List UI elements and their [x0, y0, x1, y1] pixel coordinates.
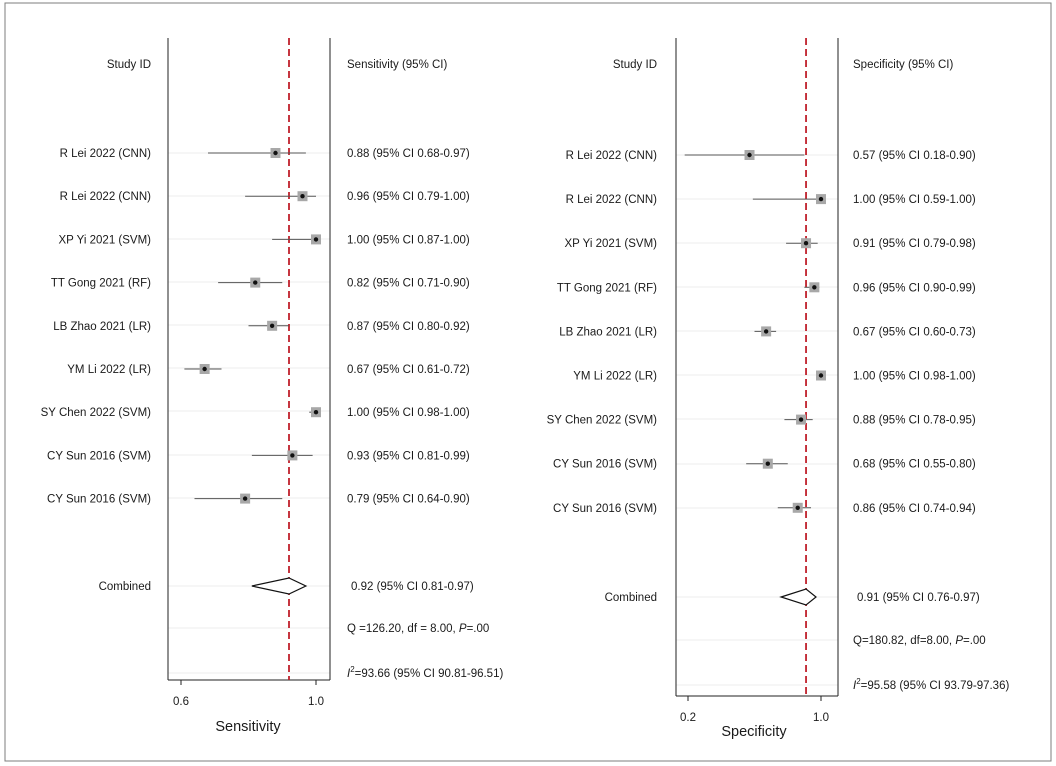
spec-combined-label: Combined [605, 592, 657, 604]
sens-estimate-dot [300, 194, 305, 199]
sens-estimate-dot [242, 496, 248, 501]
sens-combined-diamond [251, 577, 308, 595]
sens-study-label: R Lei 2022 (CNN) [60, 191, 152, 203]
sens-estimate-dot [202, 366, 207, 372]
spec-study-label: YM Li 2022 (LR) [573, 371, 657, 383]
sens-estimate-dot [290, 453, 295, 458]
sens-tick-label: 1.0 [308, 696, 324, 708]
spec-p-label: P [955, 635, 963, 647]
sens-ci-text: 0.87 (95% CI 0.80-0.92) [347, 321, 470, 333]
sens-combined-label: Combined [99, 581, 151, 593]
spec-ci-text: 0.96 (95% CI 0.90-0.99) [853, 282, 976, 294]
sens-study-label: LB Zhao 2021 (LR) [53, 321, 151, 333]
spec-estimate-dot [798, 417, 804, 422]
spec-study-label: CY Sun 2016 (SVM) [553, 503, 657, 515]
sens-study-label: YM Li 2022 (LR) [67, 364, 151, 376]
sens-plot-area [168, 38, 330, 680]
sens-i2-value: =93.66 (95% CI 90.81-96.51) [355, 668, 504, 680]
spec-combined-diamond [779, 588, 817, 606]
sens-i2-statistic: I2=93.66 (95% CI 90.81-96.51) [347, 665, 503, 680]
spec-ci-text: 0.67 (95% CI 0.60-0.73) [853, 326, 976, 338]
sens-ci-text: 1.00 (95% CI 0.98-1.00) [347, 407, 470, 419]
spec-header-study-id: Study ID [613, 59, 657, 71]
sens-ci-text: 0.79 (95% CI 0.64-0.90) [347, 494, 470, 506]
spec-study-label: SY Chen 2022 (SVM) [547, 415, 658, 427]
sens-p-value: =.00 [467, 623, 490, 635]
sens-ci-text: 0.82 (95% CI 0.71-0.90) [347, 278, 470, 290]
sens-i2-symbol: I [347, 668, 351, 680]
spec-study-label: XP Yi 2021 (SVM) [565, 238, 658, 250]
sens-combined-ci-text: 0.92 (95% CI 0.81-0.97) [351, 581, 474, 593]
spec-ci-text: 0.88 (95% CI 0.78-0.95) [853, 415, 976, 427]
spec-estimate-dot [818, 196, 824, 202]
sens-p-label: P [459, 623, 467, 635]
sens-study-label: TT Gong 2021 (RF) [51, 278, 151, 290]
sens-estimate-dot [313, 237, 319, 242]
spec-estimate-dot [765, 461, 770, 466]
spec-estimate-dot [763, 329, 769, 334]
sens-q-text: Q =126.20, df = 8.00, [347, 623, 459, 635]
spec-estimate-dot [818, 373, 824, 378]
spec-i2-symbol: I [853, 680, 857, 692]
sens-estimate-dot [273, 150, 278, 156]
sens-tick-label: 0.6 [173, 696, 189, 708]
spec-plot-area [676, 38, 838, 696]
spec-estimate-dot [747, 152, 752, 158]
sens-study-label: CY Sun 2016 (SVM) [47, 494, 151, 506]
spec-tick-label: 1.0 [813, 712, 829, 724]
spec-p-value: =.00 [963, 635, 986, 647]
spec-ci-text: 1.00 (95% CI 0.59-1.00) [853, 194, 976, 206]
spec-estimate-dot [812, 285, 817, 290]
spec-tick-label: 0.2 [680, 712, 696, 724]
spec-combined-ci-text: 0.91 (95% CI 0.76-0.97) [857, 592, 980, 604]
sens-study-label: R Lei 2022 (CNN) [60, 148, 152, 160]
sens-ci-text: 1.00 (95% CI 0.87-1.00) [347, 234, 470, 246]
sens-study-label: CY Sun 2016 (SVM) [47, 450, 151, 462]
spec-estimate-dot [803, 241, 809, 246]
sens-estimate-dot [253, 280, 258, 285]
spec-i2-statistic: I2=95.58 (95% CI 93.79-97.36) [853, 677, 1009, 692]
spec-header-ci: Specificity (95% CI) [853, 59, 954, 71]
spec-ci-text: 0.57 (95% CI 0.18-0.90) [853, 150, 976, 162]
spec-q-text: Q=180.82, df=8.00, [853, 635, 955, 647]
sens-ci-text: 0.67 (95% CI 0.61-0.72) [347, 364, 470, 376]
sens-study-label: SY Chen 2022 (SVM) [41, 407, 152, 419]
spec-study-label: R Lei 2022 (CNN) [566, 194, 658, 206]
spec-x-axis-label: Specificity [721, 724, 787, 740]
spec-study-label: TT Gong 2021 (RF) [557, 282, 657, 294]
sens-ci-text: 0.93 (95% CI 0.81-0.99) [347, 450, 470, 462]
sens-q-statistic: Q =126.20, df = 8.00, P=.00 [347, 623, 489, 635]
sens-header-ci: Sensitivity (95% CI) [347, 59, 448, 71]
sens-estimate-dot [313, 410, 319, 415]
spec-ci-text: 0.91 (95% CI 0.79-0.98) [853, 238, 976, 250]
spec-study-label: R Lei 2022 (CNN) [566, 150, 658, 162]
sens-ci-text: 0.88 (95% CI 0.68-0.97) [347, 148, 470, 160]
sens-i2-superscript: 2 [350, 665, 355, 674]
sens-x-axis-label: Sensitivity [215, 719, 281, 735]
sens-estimate-dot [269, 323, 275, 328]
spec-ci-text: 0.68 (95% CI 0.55-0.80) [853, 459, 976, 471]
spec-estimate-dot [795, 505, 800, 510]
spec-i2-superscript: 2 [856, 677, 861, 686]
spec-q-statistic: Q=180.82, df=8.00, P=.00 [853, 635, 986, 647]
spec-ci-text: 0.86 (95% CI 0.74-0.94) [853, 503, 976, 515]
sens-study-label: XP Yi 2021 (SVM) [59, 234, 152, 246]
spec-study-label: LB Zhao 2021 (LR) [559, 326, 657, 338]
spec-ci-text: 1.00 (95% CI 0.98-1.00) [853, 371, 976, 383]
sens-header-study-id: Study ID [107, 59, 151, 71]
spec-i2-value: =95.58 (95% CI 93.79-97.36) [861, 680, 1010, 692]
sens-ci-text: 0.96 (95% CI 0.79-1.00) [347, 191, 470, 203]
spec-study-label: CY Sun 2016 (SVM) [553, 459, 657, 471]
